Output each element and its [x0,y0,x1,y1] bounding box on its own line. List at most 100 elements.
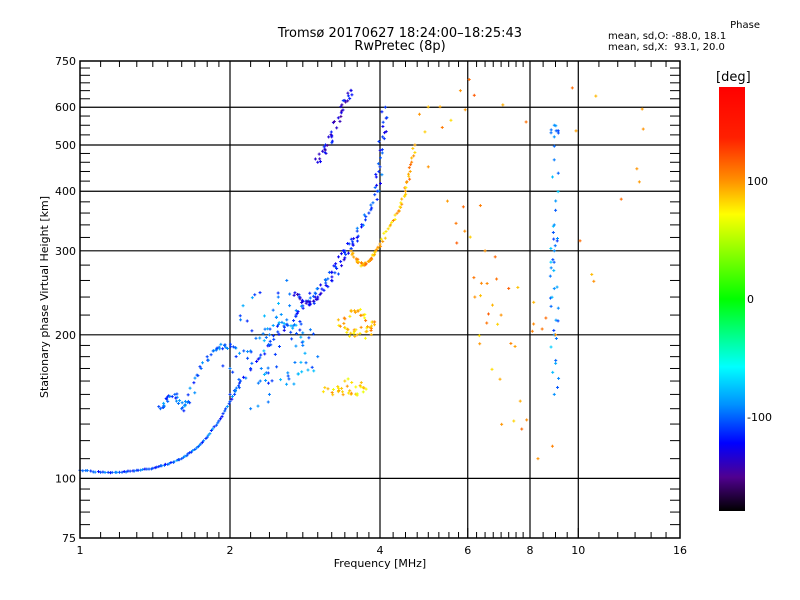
trace-point [233,392,237,396]
trace-point [512,419,516,423]
trace-point [408,169,412,173]
y-tick-label: 300 [55,245,76,258]
trace-point [340,264,344,268]
trace-point [81,469,85,473]
trace-point [221,412,225,416]
trace-point [225,347,229,351]
trace-point [219,417,223,421]
trace-point [468,235,472,239]
trace-point [485,281,489,285]
trace-point [160,464,164,468]
trace-point [350,93,354,97]
trace-point [520,427,524,431]
trace-point [549,246,553,250]
trace-point [619,197,623,201]
trace-point [325,143,329,147]
trace-point [355,239,359,243]
trace-point [548,296,552,300]
trace-point [384,130,388,134]
trace-point [272,337,276,341]
trace-point [220,415,224,419]
trace-point [375,189,379,193]
trace-point [185,454,189,458]
trace-point [490,367,494,371]
trace-point [374,175,378,179]
trace-point [228,366,232,370]
trace-point [273,352,277,356]
trace-point [244,376,248,380]
trace-point [346,377,350,381]
trace-point [214,423,218,427]
trace-point [348,334,352,338]
trace-point [239,318,243,322]
trace-point [374,248,378,252]
trace-point [261,332,265,336]
trace-point [205,435,209,439]
trace-point [507,286,511,290]
trace-point [370,320,374,324]
trace-point [376,162,380,166]
colorbar-label: [deg] [716,70,751,85]
trace-point [554,358,558,362]
trace-point [341,108,345,112]
trace-point [383,131,387,135]
trace-point [310,365,314,369]
trace-point [275,365,279,369]
trace-point [292,382,296,386]
trace-point [479,281,483,285]
trace-point [298,297,302,301]
trace-point [262,349,266,353]
trace-point [374,172,378,176]
trace-point [381,135,385,139]
trace-point [377,170,381,174]
trace-point [234,355,238,359]
trace-point [379,156,383,160]
trace-point [177,458,181,462]
trace-point [367,211,371,215]
trace-point [217,419,221,423]
trace-point [289,330,293,334]
trace-point [409,163,413,167]
trace-point [346,99,350,103]
trace-point [375,183,379,187]
trace-point [378,148,382,152]
trace-point [426,165,430,169]
trace-point [399,201,403,205]
trace-point [259,353,263,357]
trace-point [592,279,596,283]
trace-point [557,376,561,380]
trace-point [276,295,280,299]
trace-point [549,304,553,308]
trace-point [298,319,302,323]
trace-point [556,385,560,389]
trace-point [322,288,326,292]
trace-point [157,405,161,409]
trace-point [227,402,231,406]
trace-point [354,328,358,332]
trace-point [299,322,303,326]
trace-point [256,404,260,408]
trace-point [258,379,262,383]
trace-point [258,356,262,360]
trace-point [403,189,407,193]
trace-point [239,379,243,383]
trace-point [550,295,554,299]
trace-point [373,250,377,254]
trace-point [274,315,278,319]
trace-point [352,255,356,259]
trace-point [279,312,283,316]
trace-point [556,319,560,323]
trace-point [174,399,178,403]
trace-point [268,339,272,343]
trace-point [454,221,458,225]
trace-point [641,127,645,131]
trace-point [363,336,367,340]
trace-point [211,427,215,431]
trace-point [398,205,402,209]
trace-point [299,304,303,308]
trace-point [370,206,374,210]
trace-point [258,336,262,340]
trace-point [241,304,245,308]
trace-point [552,237,556,241]
trace-point [199,442,203,446]
